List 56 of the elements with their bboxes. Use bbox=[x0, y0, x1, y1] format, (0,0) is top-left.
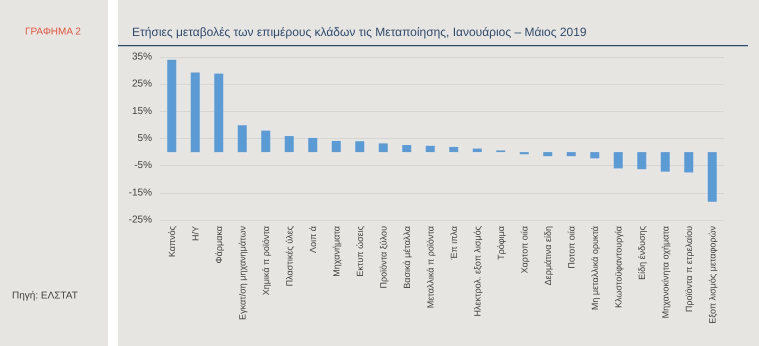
y-tick-label: 25% bbox=[132, 78, 152, 90]
bar bbox=[614, 152, 623, 168]
bar bbox=[472, 148, 482, 152]
x-tick-label: Τρόφιμα bbox=[496, 226, 506, 260]
bar bbox=[261, 130, 270, 152]
bar bbox=[708, 152, 717, 202]
bar bbox=[684, 152, 694, 172]
x-tick-label: Μηχανοκίνητα οχήματα bbox=[660, 226, 670, 318]
x-tick-label: Εγκατ/ση μηχανημάτων bbox=[237, 226, 248, 320]
x-tick-label: Καπνός bbox=[166, 225, 177, 258]
text: Πηγή: ΕΛΣΤΑΤ bbox=[12, 290, 78, 302]
x-tick-label: Ηλεκτρολ. εξοπ λισμός bbox=[472, 225, 482, 316]
bar bbox=[566, 152, 576, 156]
bar bbox=[355, 141, 364, 152]
x-tick-label: Χαρτοπ οιία bbox=[519, 226, 530, 274]
bar bbox=[167, 60, 176, 152]
bar bbox=[238, 125, 247, 152]
bar bbox=[590, 152, 600, 158]
x-tick-label: Λοιπ ά bbox=[308, 226, 318, 253]
x-tick-label: Έπ ιπλα bbox=[448, 226, 459, 261]
bar bbox=[449, 146, 458, 152]
text: ΓΡΑΦΗΜΑ 2 bbox=[25, 26, 82, 38]
chart-title: Ετήσιες μεταβολές των επιμέρους κλάδων τις Μεταποίησης, Ιανουάριος – Μάιος 2019 bbox=[132, 25, 587, 39]
bar bbox=[660, 152, 670, 172]
y-tick-label: 35% bbox=[132, 52, 152, 62]
x-tick-label: Προϊόντα ξύλου bbox=[378, 226, 388, 289]
bar bbox=[543, 152, 552, 156]
x-tick-label: Χημικά π ροϊόντα bbox=[260, 226, 271, 296]
x-tick-label: Βασικά μέταλλα bbox=[402, 226, 412, 289]
x-tick-label: Μεταλλικά π ροϊόντα bbox=[425, 226, 436, 308]
y-tick-label: -15% bbox=[128, 187, 152, 198]
bar bbox=[214, 74, 224, 152]
y-tick-label: 5% bbox=[138, 133, 152, 144]
bar bbox=[284, 136, 294, 152]
x-tick-label: Προϊόντα π ετρελαίου bbox=[684, 226, 694, 312]
x-tick-label: Ποτοπ οιία bbox=[566, 226, 576, 269]
bar bbox=[332, 140, 341, 152]
x-tick-label: Η/Υ bbox=[190, 226, 200, 242]
bar bbox=[190, 72, 200, 152]
bar bbox=[402, 145, 412, 152]
x-tick-label: Εκτυπ ώσεις bbox=[354, 225, 365, 277]
y-tick-label: 15% bbox=[132, 106, 152, 117]
x-tick-label: Εξοπ λισμός μεταφορών bbox=[707, 226, 718, 324]
x-tick-label: Είδη ένδυσης bbox=[636, 225, 647, 280]
x-tick-label: Μηχανήματα bbox=[331, 226, 342, 277]
x-tick-label: Πλαστικές ύλες bbox=[284, 225, 294, 286]
y-tick-label: -5% bbox=[134, 160, 152, 172]
bar bbox=[426, 146, 435, 152]
x-tick-label: Μη μεταλλικά ορυκτά bbox=[590, 226, 600, 310]
bar bbox=[308, 138, 318, 152]
x-tick-label: Φάρμακα bbox=[214, 226, 224, 264]
x-tick-label: Κλωστοϋφαντουργία bbox=[613, 226, 624, 308]
bar bbox=[637, 152, 646, 170]
x-tick-label: Δερμάτινα είδη bbox=[542, 226, 553, 286]
y-tick-label: -25% bbox=[128, 214, 152, 226]
bar bbox=[378, 143, 388, 152]
